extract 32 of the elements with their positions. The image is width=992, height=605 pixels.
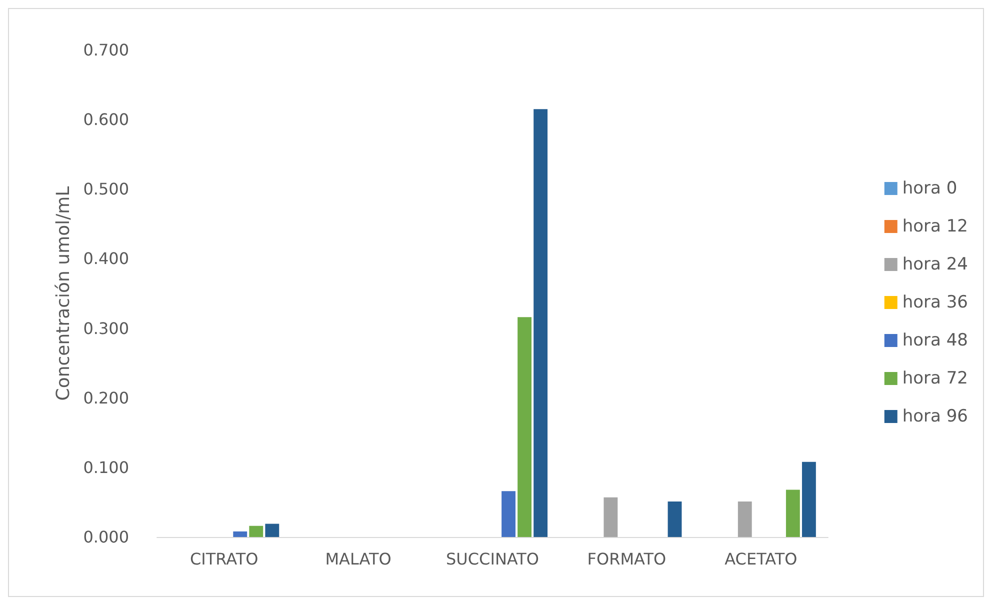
legend-label: hora 48 xyxy=(902,330,968,350)
bar xyxy=(786,490,800,537)
y-tick-label: 0.200 xyxy=(83,388,129,408)
y-tick-label: 0.600 xyxy=(83,110,129,130)
bar xyxy=(668,502,682,537)
y-tick-label: 0.400 xyxy=(83,249,129,268)
legend-label: hora 36 xyxy=(902,292,968,312)
legend-label: hora 0 xyxy=(902,178,958,198)
bar xyxy=(534,109,548,537)
y-tick-label: 0.000 xyxy=(83,528,129,546)
bar xyxy=(604,497,618,537)
x-tick-label: FORMATO xyxy=(587,550,666,568)
legend-label: hora 24 xyxy=(902,254,968,274)
bar xyxy=(249,526,264,537)
legend-label: hora 12 xyxy=(902,216,968,236)
x-tick-label: SUCCINATO xyxy=(446,550,539,568)
x-tick-label: MALATO xyxy=(325,550,392,568)
bar xyxy=(802,462,816,537)
y-axis-title: Concentración umol/mL xyxy=(52,186,74,401)
y-tick-label: 0.100 xyxy=(83,458,129,477)
y-tick-label: 0.500 xyxy=(83,180,129,199)
bar xyxy=(518,317,532,537)
y-tick-label: 0.300 xyxy=(83,318,129,338)
y-tick-label: 0.700 xyxy=(83,40,129,60)
bar xyxy=(738,502,752,537)
x-tick-label: CITRATO xyxy=(190,550,258,568)
legend-label: hora 72 xyxy=(902,368,968,388)
bar xyxy=(265,524,280,537)
legend-label: hora 96 xyxy=(902,406,968,426)
bar xyxy=(233,531,248,537)
x-tick-label: ACETATO xyxy=(724,550,798,568)
bar xyxy=(502,491,516,537)
